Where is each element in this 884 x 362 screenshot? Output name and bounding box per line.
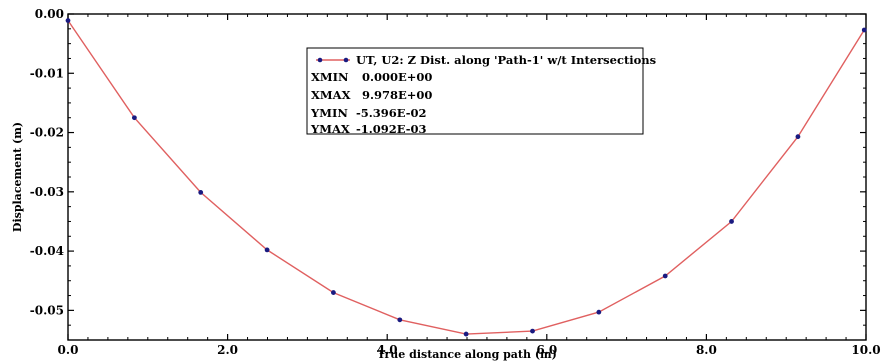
data-point bbox=[596, 309, 602, 315]
legend-box bbox=[306, 47, 644, 135]
y-tick-label: 0.00 bbox=[35, 7, 64, 21]
data-point bbox=[131, 115, 137, 121]
legend-xmax-key: XMAX bbox=[311, 88, 351, 102]
x-axis-ticks bbox=[67, 14, 867, 340]
data-point bbox=[331, 290, 336, 295]
data-point bbox=[463, 331, 469, 337]
data-point bbox=[264, 247, 270, 253]
y-tick-label: -0.04 bbox=[30, 244, 64, 258]
data-point bbox=[198, 190, 204, 195]
data-point bbox=[861, 27, 867, 33]
data-point bbox=[795, 134, 801, 140]
y-tick-label: -0.03 bbox=[30, 185, 64, 199]
legend-ymin-key: YMIN bbox=[310, 106, 348, 120]
y-tick-label: -0.02 bbox=[30, 126, 64, 140]
x-tick-label: 0.0 bbox=[58, 343, 79, 357]
y-axis-ticks bbox=[68, 13, 866, 341]
legend-ymax-key: YMAX bbox=[310, 122, 350, 136]
legend: UT, U2: Z Dist. along 'Path-1' w/t Inter… bbox=[306, 47, 656, 136]
data-point bbox=[729, 219, 734, 224]
series-points bbox=[65, 18, 867, 337]
legend-ymin-value: -5.396E-02 bbox=[356, 106, 427, 120]
x-axis-tick-labels: 0.0 2.0 4.0 6.0 8.0 10.0 bbox=[58, 343, 881, 357]
x-tick-label: 8.0 bbox=[696, 343, 717, 357]
data-point bbox=[65, 18, 71, 23]
x-axis-label: True distance along path (m) bbox=[377, 348, 557, 361]
x-tick-label: 6.0 bbox=[536, 343, 557, 357]
x-tick-label: 4.0 bbox=[377, 343, 398, 357]
legend-xmin-value: 0.000E+00 bbox=[362, 70, 432, 84]
x-tick-label: 2.0 bbox=[217, 343, 238, 357]
y-tick-label: -0.01 bbox=[30, 66, 64, 80]
data-point bbox=[530, 328, 535, 334]
x-tick-label: 10.0 bbox=[851, 343, 880, 357]
y-tick-label: -0.05 bbox=[30, 303, 64, 317]
legend-xmin-key: XMIN bbox=[311, 70, 349, 84]
data-point bbox=[662, 273, 668, 279]
y-axis-tick-labels: 0.00 -0.01 -0.02 -0.03 -0.04 -0.05 bbox=[30, 7, 64, 317]
legend-marker-right bbox=[343, 57, 349, 63]
y-axis-label: Displacement (m) bbox=[11, 122, 24, 232]
legend-marker-left bbox=[317, 57, 323, 63]
legend-ymax-value: -1.092E-03 bbox=[356, 122, 427, 136]
legend-xmax-value: 9.978E+00 bbox=[362, 88, 432, 102]
data-point bbox=[397, 317, 403, 323]
legend-series-name: UT, U2: Z Dist. along 'Path-1' w/t Inter… bbox=[356, 53, 656, 67]
